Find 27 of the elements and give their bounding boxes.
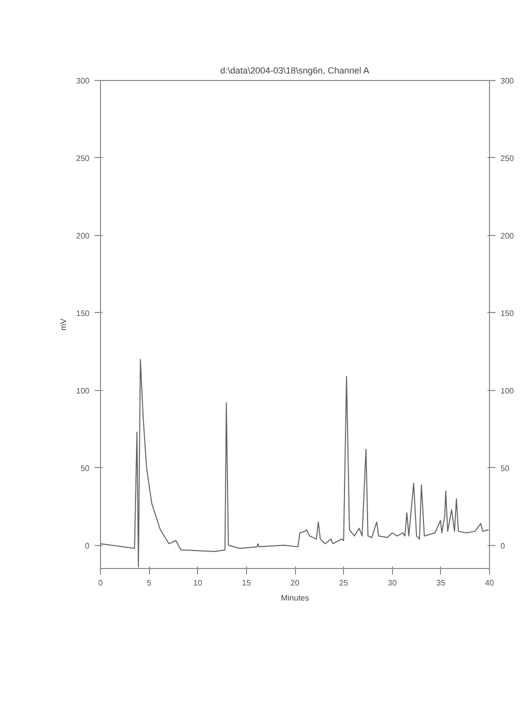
y-tick-label: 0 <box>85 541 90 550</box>
y-tick-label: 250 <box>76 154 90 163</box>
chart-title: d:\data\2004-03\18\sng6n, Channel A <box>220 66 370 76</box>
x-tick-label: 5 <box>146 578 152 588</box>
y2-tick-label: 100 <box>500 386 514 396</box>
x-tick-label: 20 <box>290 578 300 588</box>
y2-tick-label: 200 <box>500 231 514 240</box>
x-tick-label: 25 <box>339 578 349 588</box>
line-series <box>100 358 490 568</box>
y2-tick-label: 300 <box>500 76 514 86</box>
x-tick-label: 40 <box>485 578 494 588</box>
y-tick-label: 200 <box>76 231 90 240</box>
y2-tick-label: 0 <box>500 541 506 550</box>
y-tick-label: 50 <box>80 464 90 473</box>
x-tick-label: 0 <box>98 578 104 588</box>
x-axis-title: Minutes <box>280 594 310 602</box>
x-tick-label: 35 <box>436 578 446 588</box>
x-tick-label: 30 <box>388 578 398 588</box>
x-tick-label: 15 <box>242 578 252 588</box>
y-tick-label: 150 <box>76 308 90 318</box>
y-tick-label: 300 <box>76 76 90 86</box>
y-axis-title: mV <box>59 318 68 330</box>
x-tick-label: 10 <box>193 578 203 588</box>
y2-tick-label: 150 <box>500 308 514 318</box>
y-tick-label: 100 <box>76 386 90 396</box>
y2-tick-label: 50 <box>500 464 510 473</box>
y2-tick-label: 250 <box>500 154 514 163</box>
